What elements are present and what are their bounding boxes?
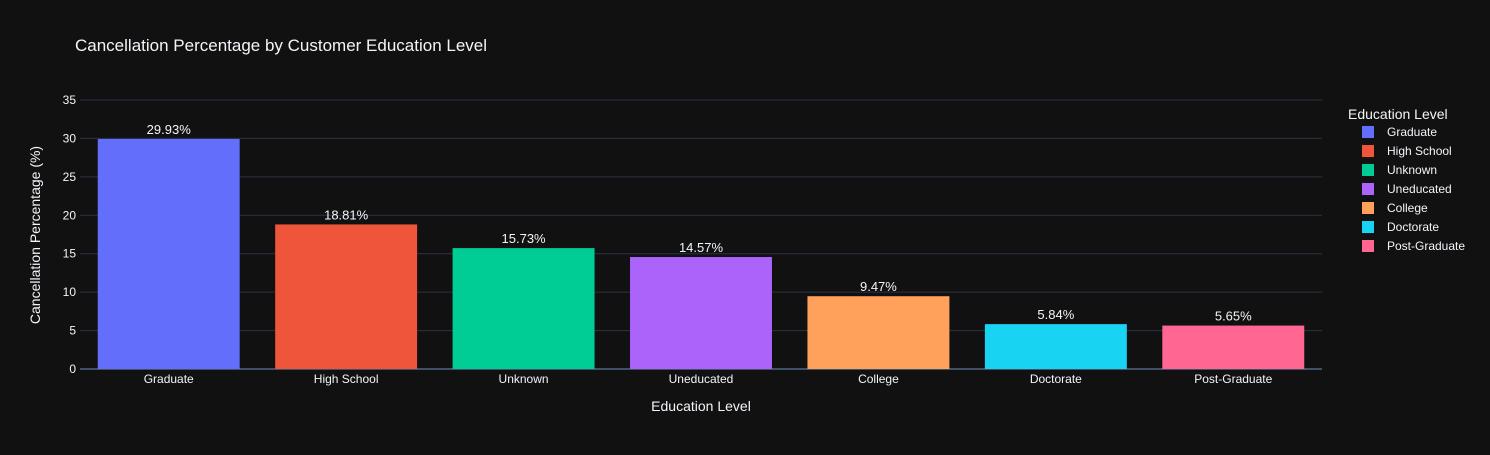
y-tick-label: 35 bbox=[63, 93, 77, 107]
x-axis-ticks: Graduate High School Unknown Uneducated Coll… bbox=[144, 372, 1273, 386]
bar-college[interactable] bbox=[807, 296, 950, 369]
legend-label: College bbox=[1387, 201, 1428, 215]
legend-item-post-graduate[interactable]: Post-Graduate bbox=[1362, 239, 1465, 253]
chart-title: Cancellation Percentage by Customer Educ… bbox=[75, 36, 487, 55]
x-axis-title: Education Level bbox=[651, 398, 751, 414]
x-tick-label: Uneducated bbox=[669, 372, 734, 386]
bar-uneducated[interactable] bbox=[630, 257, 772, 369]
data-label: 29.93% bbox=[147, 122, 192, 137]
y-tick-label: 25 bbox=[63, 170, 77, 184]
legend-item-unknown[interactable]: Unknown bbox=[1362, 163, 1437, 177]
y-axis-ticks: 0 5 10 15 20 25 30 35 bbox=[63, 93, 77, 376]
y-tick-label: 10 bbox=[63, 285, 77, 299]
legend-item-college[interactable]: College bbox=[1362, 201, 1428, 215]
x-tick-label: Doctorate bbox=[1030, 372, 1082, 386]
bar-unknown[interactable] bbox=[452, 248, 595, 369]
legend-label: Graduate bbox=[1387, 125, 1437, 139]
bar-post-graduate[interactable] bbox=[1162, 325, 1305, 369]
legend-label: Post-Graduate bbox=[1387, 239, 1465, 253]
y-axis-title: Cancellation Percentage (%) bbox=[27, 146, 43, 324]
x-tick-label: High School bbox=[314, 372, 379, 386]
y-tick-label: 20 bbox=[63, 208, 77, 222]
data-label: 5.84% bbox=[1037, 307, 1074, 322]
legend-swatch bbox=[1362, 221, 1374, 233]
y-tick-label: 0 bbox=[69, 362, 76, 376]
legend-item-doctorate[interactable]: Doctorate bbox=[1362, 220, 1439, 234]
legend-swatch bbox=[1362, 164, 1374, 176]
x-tick-label: Post-Graduate bbox=[1194, 372, 1272, 386]
legend-items: Graduate High School Unknown Uneducated Coll… bbox=[1362, 125, 1465, 253]
legend-label: Uneducated bbox=[1387, 182, 1452, 196]
legend-item-graduate[interactable]: Graduate bbox=[1362, 125, 1437, 139]
bar-doctorate[interactable] bbox=[984, 324, 1127, 369]
legend-swatch bbox=[1362, 126, 1374, 138]
legend-item-uneducated[interactable]: Uneducated bbox=[1362, 182, 1452, 196]
y-tick-label: 30 bbox=[63, 131, 77, 145]
legend: Education Level Graduate High School Unkno… bbox=[1348, 106, 1465, 253]
x-tick-label: Unknown bbox=[499, 372, 549, 386]
bar-graduate[interactable] bbox=[97, 138, 240, 369]
legend-swatch bbox=[1362, 240, 1374, 252]
data-label: 18.81% bbox=[324, 207, 369, 222]
data-label: 5.65% bbox=[1215, 309, 1252, 324]
x-tick-label: College bbox=[858, 372, 899, 386]
legend-swatch bbox=[1362, 183, 1374, 195]
legend-swatch bbox=[1362, 145, 1374, 157]
data-label: 14.57% bbox=[679, 240, 724, 255]
y-tick-label: 5 bbox=[69, 324, 76, 338]
bars bbox=[97, 138, 1305, 369]
legend-title: Education Level bbox=[1348, 106, 1448, 122]
bar-high-school[interactable] bbox=[275, 224, 418, 369]
legend-label: High School bbox=[1387, 144, 1452, 158]
legend-swatch bbox=[1362, 202, 1374, 214]
data-label: 15.73% bbox=[502, 231, 547, 246]
data-label: 9.47% bbox=[860, 279, 897, 294]
legend-label: Doctorate bbox=[1387, 220, 1439, 234]
legend-item-high-school[interactable]: High School bbox=[1362, 144, 1452, 158]
x-tick-label: Graduate bbox=[144, 372, 194, 386]
y-tick-label: 15 bbox=[63, 247, 77, 261]
data-labels: 29.93% 18.81% 15.73% 14.57% 9.47% 5.84% 5.65% bbox=[147, 122, 1252, 324]
legend-label: Unknown bbox=[1387, 163, 1437, 177]
